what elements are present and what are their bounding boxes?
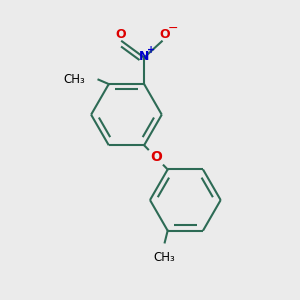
Text: O: O: [150, 150, 162, 164]
Text: CH₃: CH₃: [154, 251, 176, 264]
Text: N: N: [139, 50, 149, 63]
Text: O: O: [159, 28, 170, 41]
Text: −: −: [168, 22, 178, 35]
Text: CH₃: CH₃: [64, 73, 85, 86]
Text: +: +: [146, 45, 155, 55]
Text: O: O: [115, 28, 126, 41]
